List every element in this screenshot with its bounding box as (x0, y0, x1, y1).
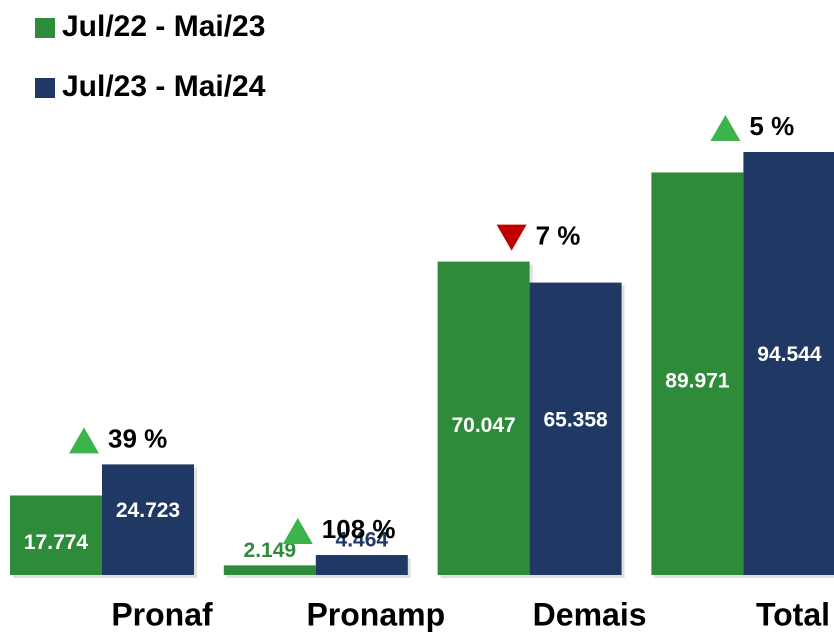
annotation: 108 % (322, 514, 396, 544)
value-label: 70.047 (451, 414, 515, 437)
value-label: 17.774 (24, 531, 89, 554)
bar (102, 464, 194, 575)
trend-arrow (710, 115, 741, 141)
legend-swatch (35, 78, 55, 98)
value-label: 65.358 (543, 408, 608, 431)
trend-arrow (282, 518, 313, 545)
legend-label: Jul/23 - Mai/24 (62, 70, 266, 103)
trend-arrow (69, 427, 99, 454)
x-tick-label: Demais (533, 596, 647, 632)
annotation: 7 % (536, 220, 581, 250)
trend-arrow (496, 224, 527, 251)
x-tick-label: Pronaf (111, 596, 213, 632)
bar (437, 261, 530, 575)
annotation: 5 % (749, 111, 794, 141)
annotation: 39 % (108, 423, 167, 453)
legend-label: Jul/22 - Mai/23 (62, 10, 265, 43)
bar (315, 555, 408, 575)
value-label: 2.149 (244, 539, 297, 562)
x-tick-label: Pronamp (306, 596, 445, 632)
bar (743, 152, 834, 575)
bar (10, 495, 102, 575)
value-label: 94.544 (757, 343, 822, 366)
value-label: 89.971 (665, 369, 730, 392)
bar (529, 282, 622, 575)
bar (651, 172, 744, 576)
value-label: 24.723 (116, 499, 180, 522)
legend-swatch (35, 18, 55, 38)
x-tick-label: Total (756, 596, 830, 632)
value-label: 4.464 (336, 529, 389, 552)
bar (223, 565, 316, 575)
